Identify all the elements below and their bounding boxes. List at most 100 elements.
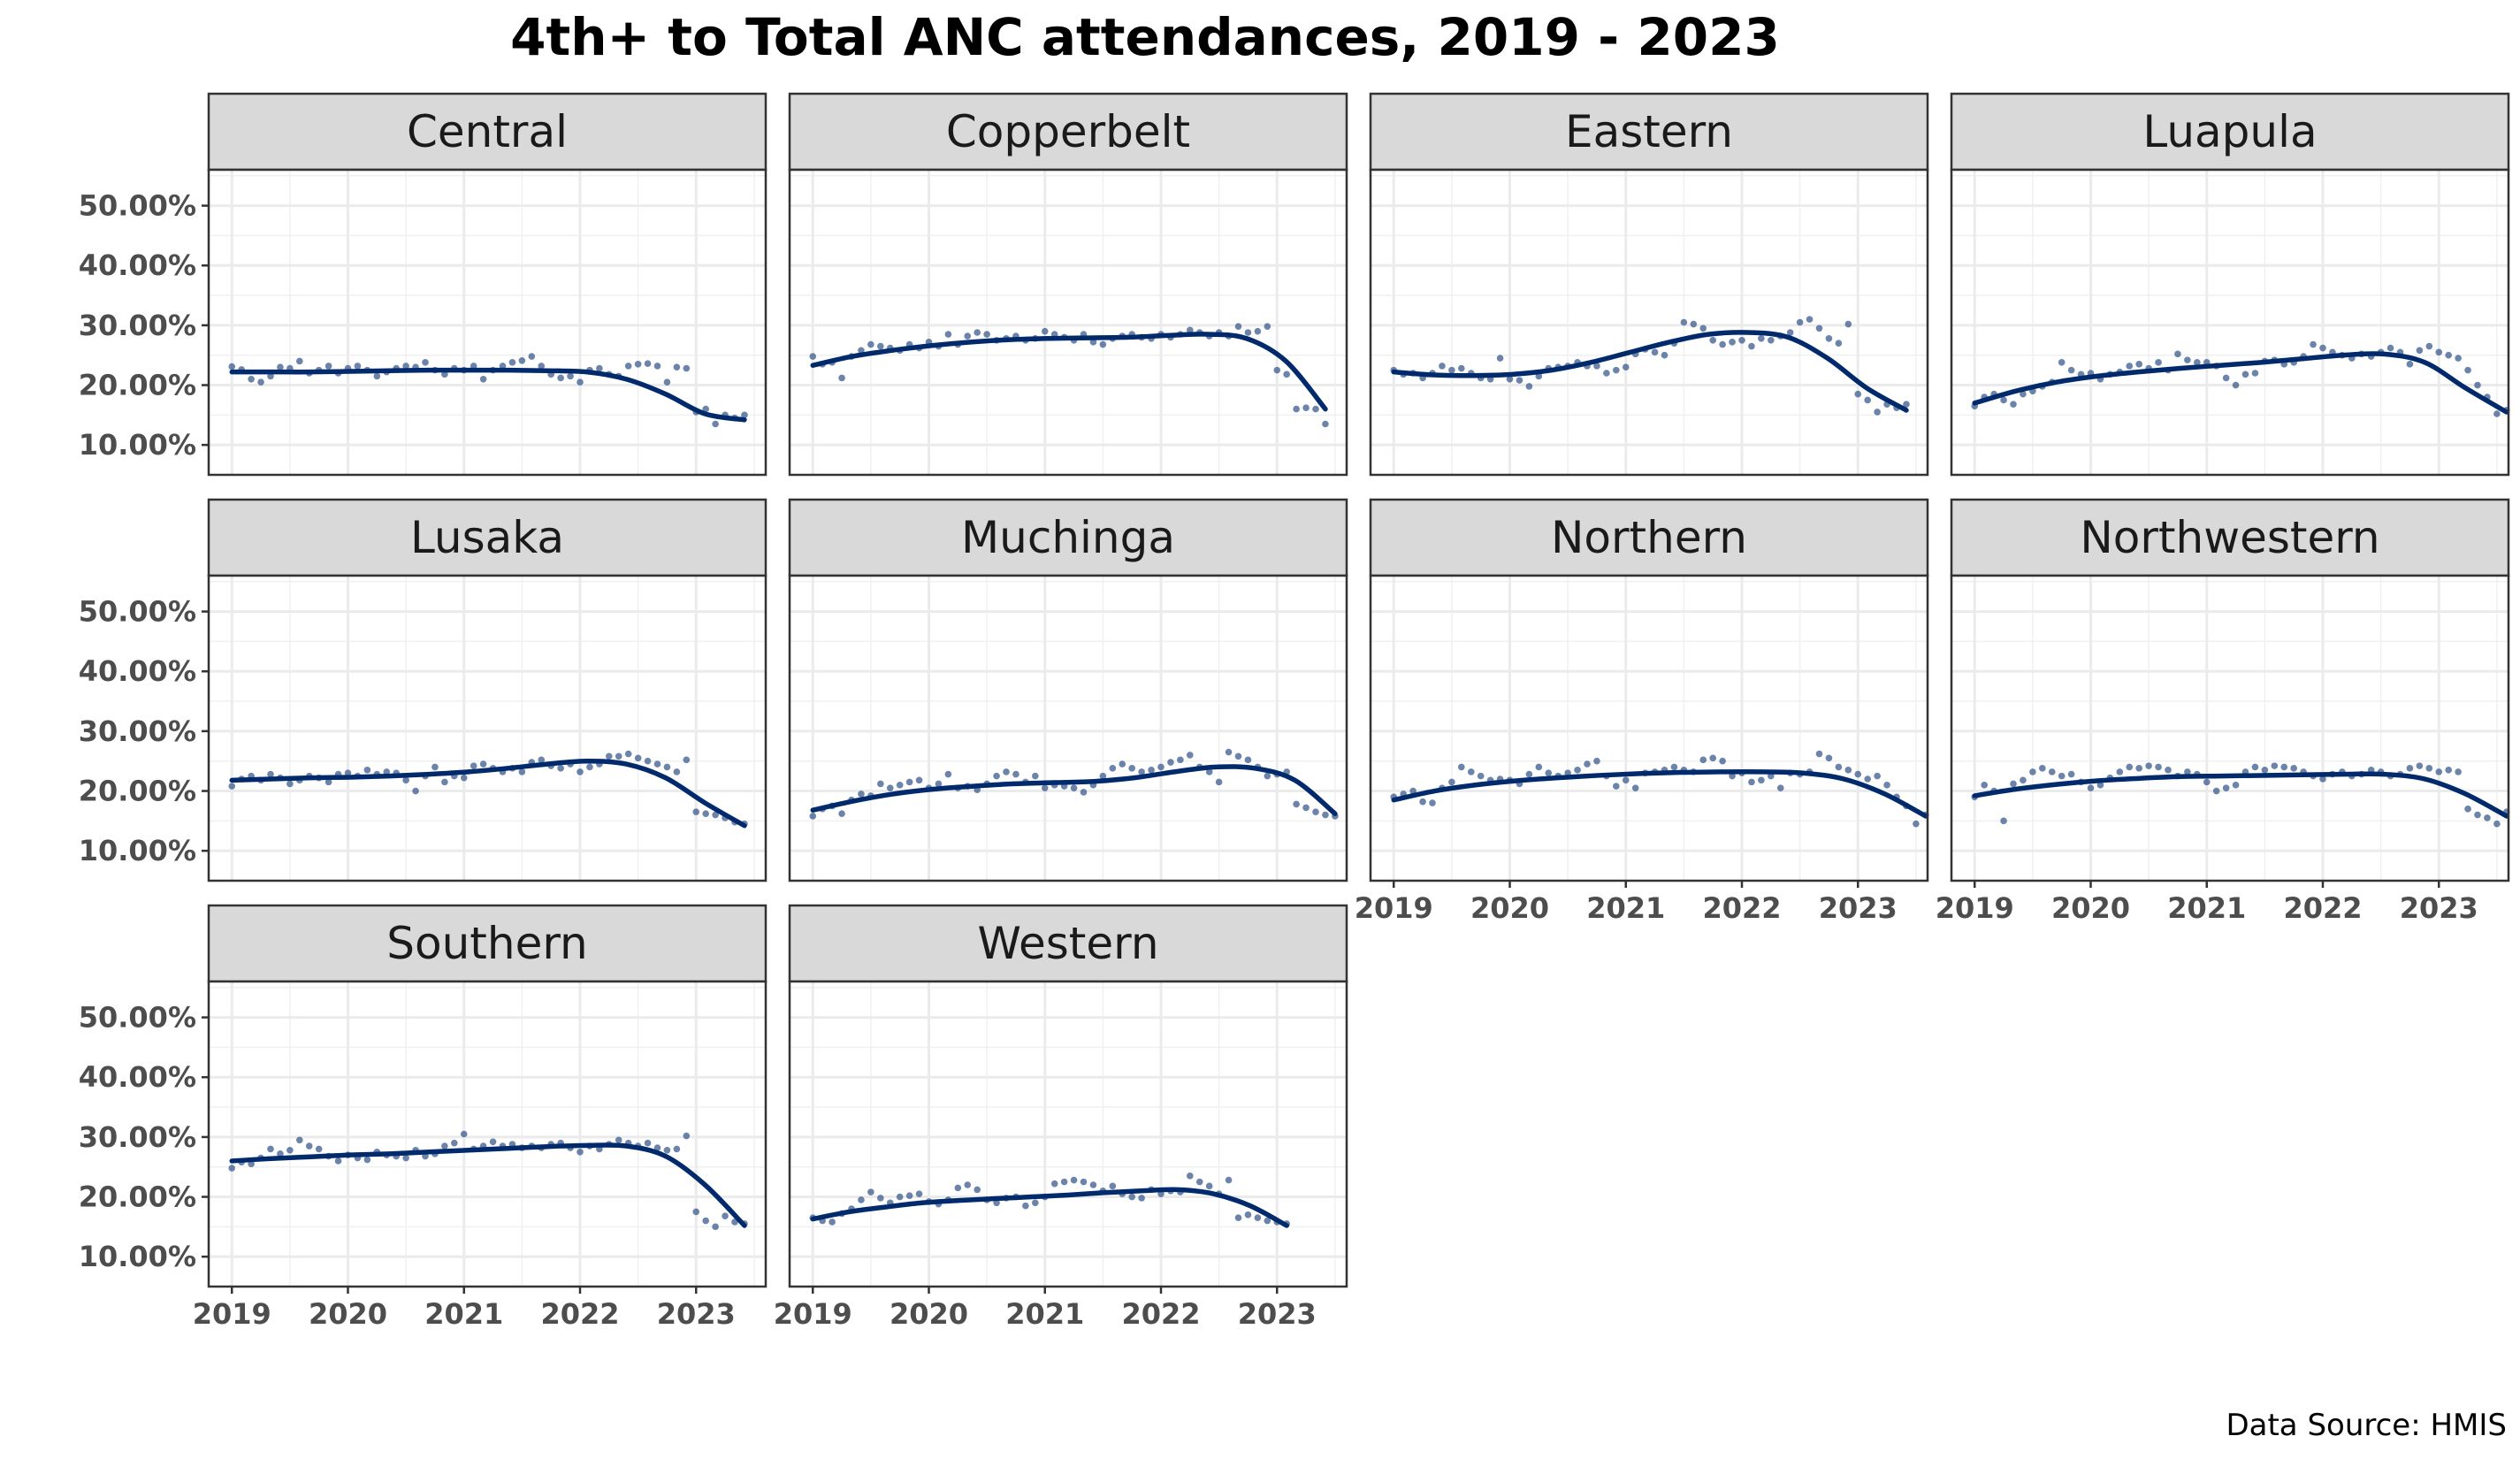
data-point (2290, 765, 2297, 772)
x-tick-label: 2020 (2051, 891, 2130, 925)
data-point (1293, 800, 1300, 808)
strip-background (1369, 92, 1929, 172)
data-point (993, 1199, 1000, 1207)
data-point (1768, 336, 1775, 344)
data-point (877, 342, 884, 350)
data-point (1738, 336, 1745, 344)
data-point (1622, 363, 1630, 371)
data-point (441, 370, 448, 378)
panel-border (207, 168, 767, 477)
panel-muchinga: Muchinga (788, 498, 1348, 882)
data-point (2232, 381, 2240, 389)
data-point (858, 1196, 865, 1203)
data-point (1776, 784, 1784, 791)
data-point (809, 813, 817, 820)
data-point (383, 768, 391, 775)
data-point (2455, 768, 2462, 775)
data-point (2484, 814, 2491, 821)
panel-border (788, 980, 1348, 1288)
data-point (644, 1139, 652, 1147)
data-point (1758, 334, 1765, 342)
data-point (557, 374, 564, 382)
strip-label: Luapula (2142, 106, 2317, 157)
data-point (1322, 420, 1329, 428)
data-point (2464, 806, 2471, 813)
data-point (2416, 347, 2424, 355)
data-point (1613, 366, 1620, 374)
strip-label: Muchinga (961, 512, 1175, 563)
x-tick-label: 2021 (1586, 891, 1665, 925)
data-point (1032, 772, 1039, 780)
data-point (905, 778, 913, 786)
panel-border (1369, 168, 1929, 477)
panel-background (209, 982, 766, 1287)
data-point (1312, 405, 1319, 413)
data-point (1854, 390, 1862, 398)
x-tick-label: 2019 (1355, 891, 1433, 925)
data-point (1119, 760, 1126, 768)
data-point (508, 359, 516, 366)
panel-western: Western 2019 2020 2021 2022 2023 (774, 904, 1348, 1331)
data-point (2039, 765, 2046, 772)
panel-central: Central 10.00% 20.00% 30.00% 40.00% 50.00% (79, 92, 767, 477)
data-point (1022, 1202, 1029, 1210)
data-point (441, 1142, 448, 1150)
data-point (944, 331, 952, 338)
data-point (363, 1156, 371, 1164)
data-point (2445, 767, 2452, 774)
data-point (712, 811, 719, 819)
data-point (702, 405, 709, 413)
data-point (673, 1145, 681, 1153)
strip-label: Western (977, 918, 1158, 969)
y-tick-label: 40.00% (79, 1060, 196, 1094)
panel-border (1950, 574, 2510, 882)
data-point (1699, 325, 1707, 332)
data-point (1496, 355, 1504, 362)
data-point (305, 1142, 313, 1150)
x-tick-label: 2020 (309, 1297, 387, 1331)
trend-line (810, 1187, 1289, 1228)
data-point (1041, 327, 1049, 335)
data-point (1874, 772, 1881, 780)
panel-lusaka: Lusaka 10.00% 20.00% 30.00% 40.00% 50.00% (79, 498, 767, 882)
data-point (577, 378, 584, 386)
data-point (586, 763, 593, 771)
data-point (1448, 366, 1455, 374)
data-point (1748, 342, 1755, 350)
panel-background (790, 576, 1347, 881)
data-point (1981, 781, 1988, 789)
data-point (1225, 748, 1233, 756)
data-point (2145, 762, 2152, 769)
panel-background (209, 576, 766, 881)
data-point (1874, 409, 1881, 416)
data-point (1719, 757, 1726, 765)
data-point (1574, 767, 1581, 774)
data-point (2126, 363, 2134, 370)
data-point (2174, 350, 2181, 358)
data-point (2020, 776, 2027, 784)
data-point (2020, 390, 2027, 398)
x-tick-label: 2021 (1005, 1297, 1084, 1331)
data-point (1080, 789, 1088, 796)
panel-border (207, 980, 767, 1288)
data-point (441, 778, 448, 786)
data-point (1234, 1214, 1242, 1222)
data-point (2203, 778, 2211, 786)
x-tick-label: 2021 (2167, 891, 2246, 925)
data-point (1060, 1178, 1068, 1186)
data-point (1187, 326, 1194, 334)
strip-label: Southern (386, 918, 587, 969)
data-point (653, 760, 661, 768)
y-tick-label: 20.00% (79, 1180, 196, 1214)
data-point (644, 360, 652, 367)
strip-label: Copperbelt (946, 106, 1190, 157)
y-tick-label: 10.00% (79, 428, 196, 462)
y-tick-label: 10.00% (79, 834, 196, 867)
data-point (683, 756, 691, 764)
data-point (1322, 811, 1329, 819)
data-point (344, 769, 352, 777)
data-point (867, 340, 874, 348)
data-point (2455, 355, 2462, 362)
data-point (1883, 781, 1890, 789)
